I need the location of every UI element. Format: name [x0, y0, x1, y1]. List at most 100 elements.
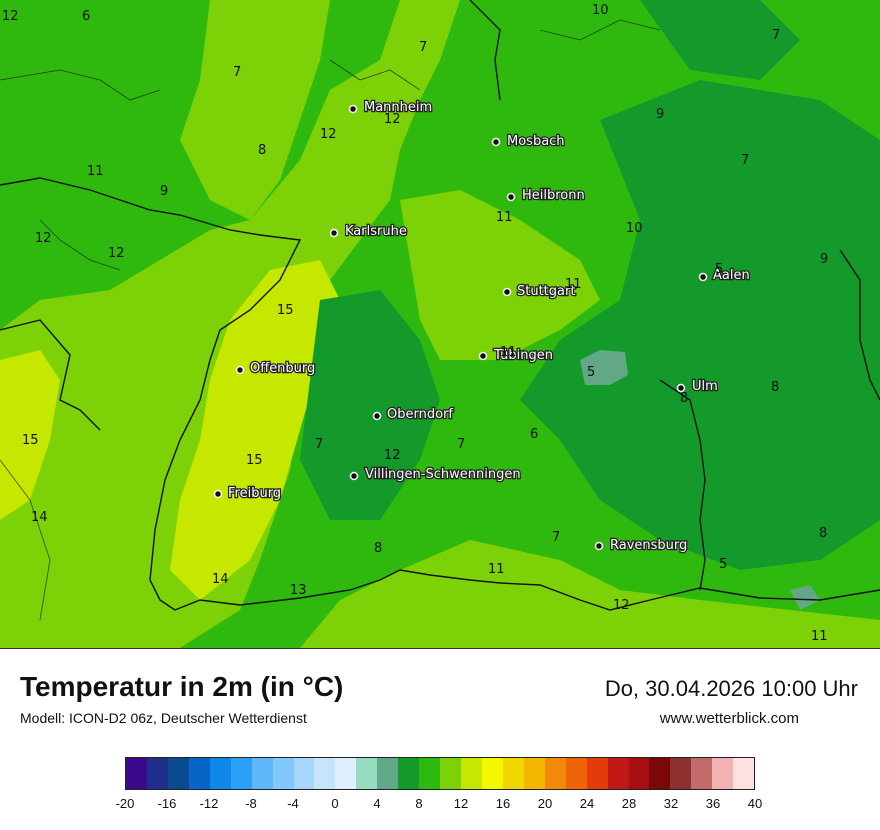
isoline-label: 14 — [212, 572, 229, 587]
city-label: Tübingen — [493, 348, 553, 363]
isoline-label: 8 — [680, 391, 688, 406]
isoline-label: 13 — [290, 583, 307, 598]
city-label: Ravensburg — [610, 538, 687, 553]
city-heilbronn[interactable]: Heilbronn — [506, 187, 586, 204]
legend-swatch — [481, 758, 503, 789]
city-ulm[interactable]: Ulm — [676, 378, 719, 395]
isoline-label: 5 — [587, 365, 595, 380]
legend-swatch — [188, 758, 210, 789]
legend-swatch — [230, 758, 252, 789]
city-dot-icon — [329, 228, 339, 238]
city-oberndorf[interactable]: Oberndorf — [372, 406, 455, 423]
legend-swatch — [544, 758, 566, 789]
map-canvas: Mannheim Mosbach Heilbronn Karlsruhe Stu… — [0, 0, 880, 648]
isoline-label: 12 — [108, 246, 125, 261]
city-dot-icon — [213, 489, 223, 499]
legend-tick-label: -8 — [245, 796, 257, 811]
isoline-label: 8 — [819, 526, 827, 541]
city-dot-icon — [235, 365, 245, 375]
city-mannheim[interactable]: Mannheim — [348, 99, 433, 116]
isoline-label: 5 — [719, 557, 727, 572]
legend-swatch — [523, 758, 545, 789]
legend-swatch — [377, 758, 399, 789]
legend-tick-label: 28 — [621, 796, 637, 811]
isoline-label: 10 — [592, 3, 609, 18]
isoline-label: 7 — [457, 437, 465, 452]
isoline-label: 12 — [320, 127, 337, 142]
zone-cold-patch — [580, 350, 628, 385]
city-label: Karlsruhe — [345, 224, 407, 239]
legend-tick-label: -12 — [199, 796, 219, 811]
isoline-label: 11 — [565, 277, 582, 292]
city-dot-icon — [372, 411, 382, 421]
legend-tick-label: -20 — [115, 796, 135, 811]
legend-tick-label: 24 — [579, 796, 595, 811]
isoline-labels: 12 6 10 7 7 7 9 8 12 12 11 9 7 12 12 11 … — [2, 3, 828, 644]
zone-rhine-valley — [170, 260, 340, 600]
isoline-label: 12 — [384, 448, 401, 463]
isoline-label: 12 — [2, 9, 19, 24]
legend-swatch — [398, 758, 420, 789]
city-karlsruhe[interactable]: Karlsruhe — [329, 223, 408, 240]
legend-swatch — [293, 758, 315, 789]
legend-swatch — [461, 758, 482, 789]
zone-nw — [0, 0, 120, 130]
city-label: Mosbach — [507, 134, 565, 149]
isoline-label: 5 — [715, 262, 723, 277]
city-aalen[interactable]: Aalen — [698, 267, 751, 284]
color-legend — [125, 757, 755, 790]
zone-black-forest — [300, 290, 440, 520]
isoline-label: 12 — [35, 231, 52, 246]
legend-swatch — [733, 758, 755, 789]
state-borders — [0, 0, 880, 611]
isoline-label: 9 — [820, 252, 828, 267]
legend-swatch — [314, 758, 336, 789]
legend-tick-label: 0 — [331, 796, 339, 811]
legend-tick-label: 40 — [747, 796, 763, 811]
isoline-label: 15 — [246, 453, 263, 468]
city-mosbach[interactable]: Mosbach — [491, 133, 566, 150]
temperature-map[interactable]: Mannheim Mosbach Heilbronn Karlsruhe Stu… — [0, 0, 880, 649]
legend-swatch — [356, 758, 378, 789]
isoline-label: 8 — [258, 143, 266, 158]
forecast-datetime: Do, 30.04.2026 10:00 Uhr — [604, 676, 858, 701]
legend-swatch — [565, 758, 587, 789]
legend-swatch — [167, 758, 189, 789]
legend-tick-label: -4 — [287, 796, 299, 811]
isoline-label: 11 — [488, 562, 505, 577]
city-ravensburg[interactable]: Ravensburg — [594, 537, 689, 554]
isoline-label: 12 — [613, 598, 630, 613]
city-label: Mannheim — [364, 100, 432, 115]
isoline-label: 7 — [233, 65, 241, 80]
city-dot-icon — [502, 287, 512, 297]
city-label: Heilbronn — [522, 188, 585, 203]
isoline-label: 15 — [277, 303, 294, 318]
legend-swatch — [691, 758, 713, 789]
isoline-label: 15 — [22, 433, 39, 448]
legend-swatch — [670, 758, 692, 789]
website-link[interactable]: www.wetterblick.com — [659, 710, 799, 727]
city-dot-icon — [491, 137, 501, 147]
city-stuttgart[interactable]: Stuttgart — [502, 283, 577, 300]
zone-neckar — [400, 190, 600, 360]
isoline-label: 11 — [496, 210, 513, 225]
city-label: Offenburg — [250, 361, 315, 376]
city-freiburg[interactable]: Freiburg — [213, 485, 282, 502]
isoline-label: 11 — [811, 629, 828, 644]
city-villingen-schwenningen[interactable]: Villingen-Schwenningen — [349, 466, 522, 483]
isoline-label: 8 — [771, 380, 779, 395]
city-dot-icon — [349, 471, 359, 481]
city-dot-icon — [348, 104, 358, 114]
city-offenburg[interactable]: Offenburg — [235, 360, 317, 377]
isoline-label: 6 — [82, 9, 90, 24]
legend-tick-label: 4 — [373, 796, 381, 811]
legend-swatch — [440, 758, 461, 789]
isoline-label: 7 — [741, 153, 749, 168]
legend-swatch — [628, 758, 650, 789]
legend-swatch — [126, 758, 147, 789]
legend-swatch — [649, 758, 671, 789]
zone-lake-constance — [300, 540, 880, 648]
city-tuebingen[interactable]: Tübingen — [478, 347, 554, 364]
isoline-label: 7 — [772, 28, 780, 43]
zone-west-warm — [0, 350, 60, 520]
